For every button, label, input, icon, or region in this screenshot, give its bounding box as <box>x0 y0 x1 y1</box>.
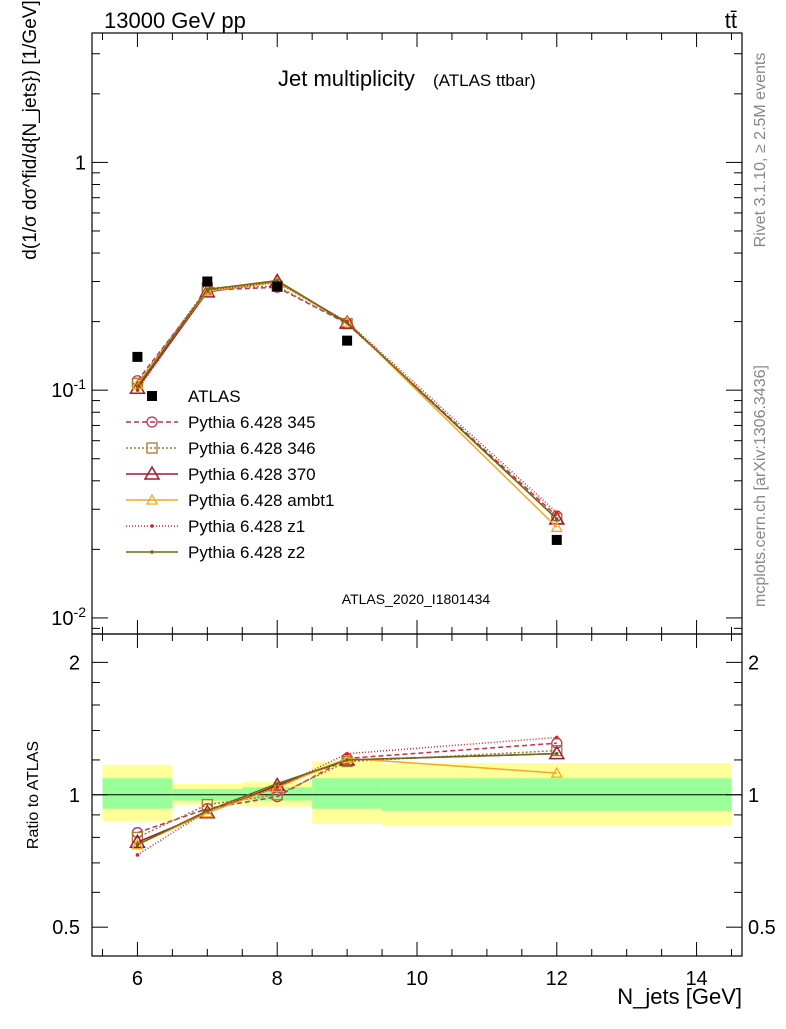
series-5 <box>135 278 559 521</box>
ratio-point-2 <box>129 833 146 848</box>
ratio-plot-series <box>129 735 566 857</box>
ratio-point-2 <box>548 745 566 760</box>
ratio-point-3 <box>341 752 354 764</box>
band-green-0 <box>102 778 173 809</box>
ratio-uncertainty-bands <box>92 761 742 826</box>
legend-marker-0 <box>146 416 158 428</box>
mcplots-label: mcplots.cern.ch [arXiv:1306.3436] <box>752 365 769 607</box>
energy-label: 13000 GeV pp <box>104 8 246 33</box>
y-axis-label: d(1/σ dσ^fid/d{N_jets}) [1/GeV] <box>20 0 41 259</box>
series-point-5 <box>345 320 349 325</box>
ratio-point-3 <box>550 766 563 778</box>
x-tick-label: 8 <box>272 968 283 990</box>
legend-label-2: Pythia 6.428 370 <box>188 465 316 484</box>
ratio-point-4 <box>275 785 280 790</box>
ratio-point-4 <box>554 735 559 740</box>
ratio-point-4 <box>135 853 140 857</box>
legend-label-5: Pythia 6.428 z2 <box>188 543 305 562</box>
legend: ATLAS Pythia 6.428 345 Pythia 6.428 346 Pyt… <box>126 387 334 562</box>
chart-title: Jet multiplicity <box>278 66 415 91</box>
x-tick-label: 12 <box>546 968 568 990</box>
series-point-4 <box>554 510 559 515</box>
ratio-point-5 <box>205 808 210 813</box>
x-tick-label: 6 <box>132 968 143 990</box>
series-point-4 <box>135 388 140 392</box>
legend-label-0: Pythia 6.428 345 <box>188 413 316 432</box>
series-point-3 <box>550 520 563 532</box>
ratio-point-5 <box>345 758 349 762</box>
legend-marker-5 <box>150 550 154 554</box>
ratio-y-tick-label: 1 <box>69 785 80 807</box>
series-point-5 <box>275 278 280 283</box>
ratio-point-1 <box>131 831 144 844</box>
ratio-point-5 <box>275 781 280 786</box>
atlas-data-point <box>202 276 213 287</box>
legend-label-1: Pythia 6.428 346 <box>188 439 316 458</box>
analysis-label: ATLAS_2020_I1801434 <box>342 591 491 607</box>
band-green-3 <box>312 778 383 809</box>
y-tick-label: 10-2 <box>51 604 86 630</box>
legend-label-atlas: ATLAS <box>188 387 241 406</box>
series-point-3 <box>201 284 214 296</box>
ratio-point-4 <box>345 751 349 756</box>
series-point-5 <box>205 287 210 292</box>
atlas-data-point <box>551 534 562 545</box>
x-axis-label: N_jets [GeV] <box>617 984 742 1009</box>
atlas-data-point <box>342 335 353 346</box>
legend-marker-3 <box>145 493 159 505</box>
legend-label-3: Pythia 6.428 ambt1 <box>188 491 334 510</box>
ratio-line-0 <box>137 742 557 834</box>
ratio-y-tick-label-right: 2 <box>748 652 759 674</box>
ratio-point-5 <box>554 751 559 756</box>
ratio-point-3 <box>271 780 284 792</box>
y-tick-label: 1 <box>75 152 86 174</box>
series-point-5 <box>554 517 559 521</box>
process-label: tt̄ <box>725 8 737 33</box>
ratio-series-5 <box>135 751 559 847</box>
series-point-2 <box>129 379 146 394</box>
series-point-5 <box>135 384 140 389</box>
series-point-2 <box>548 510 566 525</box>
atlas-data-point <box>272 281 283 292</box>
legend-marker-2 <box>143 465 161 480</box>
x-tick-label: 14 <box>685 968 707 990</box>
legend-marker-1 <box>146 442 158 454</box>
atlas-data-point <box>132 351 143 362</box>
rivet-label: Rivet 3.1.10, ≥ 2.5M events <box>752 53 769 248</box>
ratio-y-tick-label-right: 1 <box>748 785 759 807</box>
ratio-y-axis-label: Ratio to ATLAS <box>25 741 42 849</box>
ratio-y-tick-label: 2 <box>69 652 80 674</box>
x-tick-label: 10 <box>406 968 428 990</box>
main-plot-series <box>129 273 566 545</box>
ratio-point-5 <box>135 842 140 847</box>
chart-subtitle: (ATLAS ttbar) <box>433 71 536 90</box>
legend-marker-atlas <box>147 391 157 401</box>
ratio-y-tick-label-right: 0.5 <box>748 917 776 939</box>
legend-marker-4 <box>150 524 154 528</box>
y-tick-label: 10-1 <box>51 376 86 402</box>
ratio-plot-frame <box>91 633 743 957</box>
legend-label-4: Pythia 6.428 z1 <box>188 517 305 536</box>
ratio-y-tick-label: 0.5 <box>52 917 80 939</box>
